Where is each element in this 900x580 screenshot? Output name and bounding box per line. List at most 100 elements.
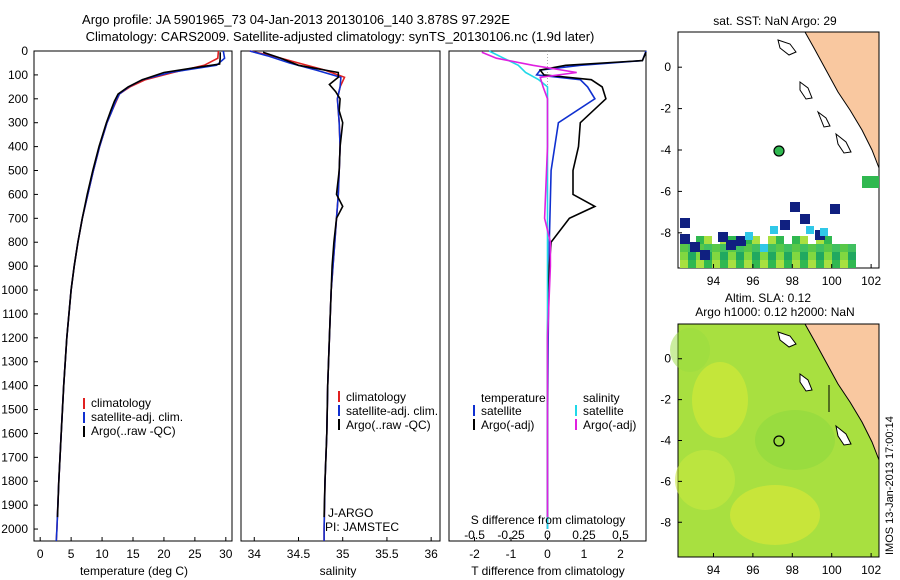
- legend-t-argo: Argo(-adj): [481, 418, 534, 432]
- legend-t-satellite: satellite: [481, 404, 522, 418]
- temperature-tick-label: 15: [126, 547, 140, 561]
- depth-tick-label: 500: [8, 164, 28, 178]
- sst-cell: [680, 252, 688, 260]
- sst-cell: [760, 252, 768, 260]
- sla-low-patch: [755, 410, 835, 470]
- sst-cell: [848, 244, 856, 252]
- longitude-tick-label: 94: [707, 563, 721, 577]
- legend-temperature-title: temperature: [481, 391, 546, 405]
- sst-cell: [768, 260, 776, 268]
- sst-cell: [800, 236, 808, 244]
- depth-tick-label: 1500: [1, 403, 28, 417]
- sst-cell: [744, 252, 752, 260]
- depth-tick-label: 0: [21, 44, 28, 58]
- depth-tick-label: 1600: [1, 426, 28, 440]
- depth-tick-label: 200: [8, 92, 28, 106]
- difference-series-line: [538, 51, 647, 518]
- t-difference-xlabel: T difference from climatology: [471, 564, 625, 578]
- sst-cell: [848, 260, 856, 268]
- depth-tick-label: 2000: [1, 522, 28, 536]
- depth-tick-label: 1700: [1, 450, 28, 464]
- pi-annotation: PI: JAMSTEC: [325, 520, 399, 534]
- sst-map-panel: sat. SST: NaN Argo: 29 94 96 98 100 102 0 -2 -4…: [660, 14, 881, 288]
- legend-climatology: climatology: [346, 390, 406, 404]
- nias-island: [799, 373, 813, 392]
- sst-cell: [752, 252, 760, 260]
- t-difference-tick-label: 1: [581, 547, 588, 561]
- sst-cell: [700, 250, 710, 260]
- sst-cell: [718, 232, 728, 242]
- salinity-lines: [249, 50, 346, 541]
- legend-argo: Argo(..raw -QC): [346, 418, 431, 432]
- legend-s-argo: Argo(-adj): [583, 418, 636, 432]
- s-difference-tick-label: 0.5: [612, 528, 629, 542]
- sst-cell: [704, 244, 712, 252]
- sst-cell: [840, 244, 848, 252]
- sst-cell: [736, 244, 744, 252]
- sst-cell: [792, 260, 800, 268]
- salinity-panel: 34 34.5 35 35.5 36 salinity climatology sate…: [240, 50, 441, 578]
- temperature-series-line: [56, 52, 221, 518]
- sst-cell: [776, 244, 784, 252]
- latitude-tick-label: -8: [660, 515, 671, 529]
- temperature-axes-frame: [33, 50, 233, 542]
- depth-tick-label: 600: [8, 187, 28, 201]
- sst-cell: [824, 260, 832, 268]
- imos-timestamp: IMOS 13-Jan-2013 17:00:14: [884, 416, 896, 555]
- longitude-tick-label: 96: [746, 563, 760, 577]
- salinity-tick-label: 36: [424, 547, 438, 561]
- sst-cell: [712, 252, 720, 260]
- sst-cell: [800, 214, 810, 224]
- sst-cell: [840, 252, 848, 260]
- sst-cell: [824, 252, 832, 260]
- latitude-tick-label: -8: [660, 226, 671, 240]
- simeulue-island: [777, 39, 797, 56]
- sst-cell: [808, 244, 816, 252]
- nias-island: [799, 81, 813, 100]
- latitude-tick-label: -4: [660, 143, 671, 157]
- legend-s-satellite: satellite: [583, 404, 624, 418]
- longitude-tick-label: 102: [861, 563, 881, 577]
- latitude-tick-label: -6: [660, 474, 671, 488]
- sla-map-panel: Altim. SLA: 0.12 Argo h1000: 0.12 h2000:…: [660, 291, 881, 577]
- sst-cell: [790, 202, 800, 212]
- sla-map-title1: Altim. SLA: 0.12: [725, 291, 811, 305]
- s-difference-tick-label: 0.25: [572, 528, 596, 542]
- longitude-tick-label: 102: [861, 274, 881, 288]
- difference-panel: -2 -1 0 1 2-0.5 -0.25 0 0.25 0.5 S difference fr…: [448, 50, 647, 578]
- sst-cell: [776, 236, 784, 244]
- sst-cell: [736, 252, 744, 260]
- latitude-tick-label: -4: [660, 434, 671, 448]
- s-difference-tick-label: -0.5: [464, 528, 485, 542]
- temperature-legend: climatology satellite-adj. clim. Argo(..…: [83, 396, 183, 438]
- sst-cells: [680, 176, 879, 268]
- sst-cell: [768, 244, 776, 252]
- legend-salinity-title: salinity: [583, 391, 620, 405]
- depth-tick-label: 100: [8, 68, 28, 82]
- sst-map-title: sat. SST: NaN Argo: 29: [713, 14, 837, 28]
- longitude-tick-label: 100: [822, 274, 842, 288]
- sst-cell: [806, 226, 814, 234]
- sst-cell: [840, 260, 848, 268]
- title-line1: Argo profile: JA 5901965_73 04-Jan-2013 …: [82, 12, 510, 27]
- t-difference-tick-label: 2: [617, 547, 624, 561]
- sst-cell: [720, 260, 728, 268]
- latitude-tick-label: 0: [664, 60, 671, 74]
- sst-cell: [776, 260, 784, 268]
- sst-cell: [770, 226, 778, 234]
- sst-cell: [800, 252, 808, 260]
- salinity-tick-label: 35: [336, 547, 350, 561]
- sst-cell: [696, 260, 704, 268]
- sst-cell: [816, 244, 824, 252]
- latitude-tick-label: 0: [664, 352, 671, 366]
- depth-axis: 0 100 200 300 400 500 600 700 800 900 1000 1100 1200…: [1, 44, 38, 536]
- sla-map-axes: 94 96 98 100 102 0 -2 -4 -6 -8: [660, 352, 881, 577]
- sst-cell: [688, 260, 696, 268]
- sst-cell: [680, 260, 688, 268]
- sst-cell: [696, 236, 704, 244]
- sst-cell: [768, 252, 776, 260]
- depth-tick-label: 800: [8, 235, 28, 249]
- sst-cell: [760, 244, 768, 252]
- depth-tick-label: 400: [8, 140, 28, 154]
